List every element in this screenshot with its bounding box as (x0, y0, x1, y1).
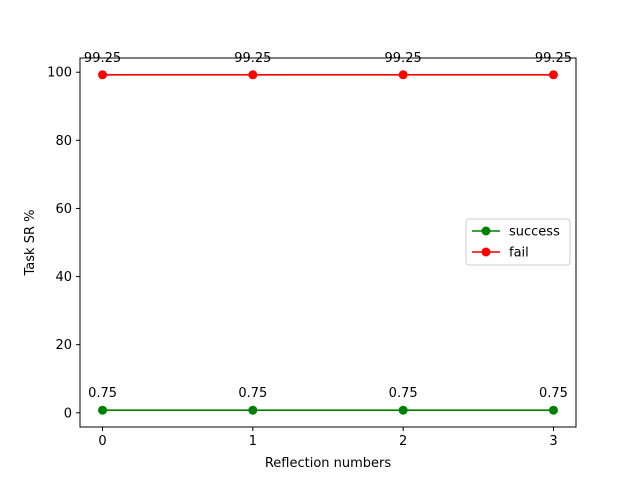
y-tick-label: 0 (64, 406, 72, 421)
y-axis: 0 20 40 60 80 100 (47, 66, 80, 421)
legend-label-fail: fail (509, 246, 529, 261)
data-point-fail (98, 70, 108, 80)
data-point-fail (248, 70, 258, 80)
y-axis-label: Task SR % (23, 210, 38, 277)
legend: success fail (465, 218, 571, 266)
x-tick-label: 3 (549, 434, 557, 449)
y-tick-label: 100 (47, 66, 72, 81)
series-layer (98, 70, 558, 415)
x-tick-label: 2 (399, 434, 407, 449)
data-point-success (398, 405, 408, 415)
x-tick-label: 0 (98, 434, 106, 449)
data-label-success: 0.75 (238, 386, 267, 401)
data-point-success (248, 405, 258, 415)
data-point-fail (548, 70, 558, 80)
x-axis-label: Reflection numbers (265, 456, 392, 471)
data-label-success: 0.75 (88, 386, 117, 401)
y-tick-label: 80 (55, 134, 72, 149)
y-tick-label: 40 (55, 270, 72, 285)
y-tick-label: 60 (55, 202, 72, 217)
data-point-success (548, 405, 558, 415)
y-tick-label: 20 (55, 338, 72, 353)
x-tick-label: 1 (249, 434, 257, 449)
data-point-fail (398, 70, 408, 80)
legend-marker-fail (481, 247, 491, 257)
data-label-success: 0.75 (539, 386, 568, 401)
legend-label-success: success (509, 225, 560, 240)
data-point-success (98, 405, 108, 415)
x-axis: 0 1 2 3 (98, 427, 558, 449)
legend-marker-success (481, 226, 491, 236)
data-label-success: 0.75 (389, 386, 418, 401)
plot-area-frame (79, 57, 577, 428)
